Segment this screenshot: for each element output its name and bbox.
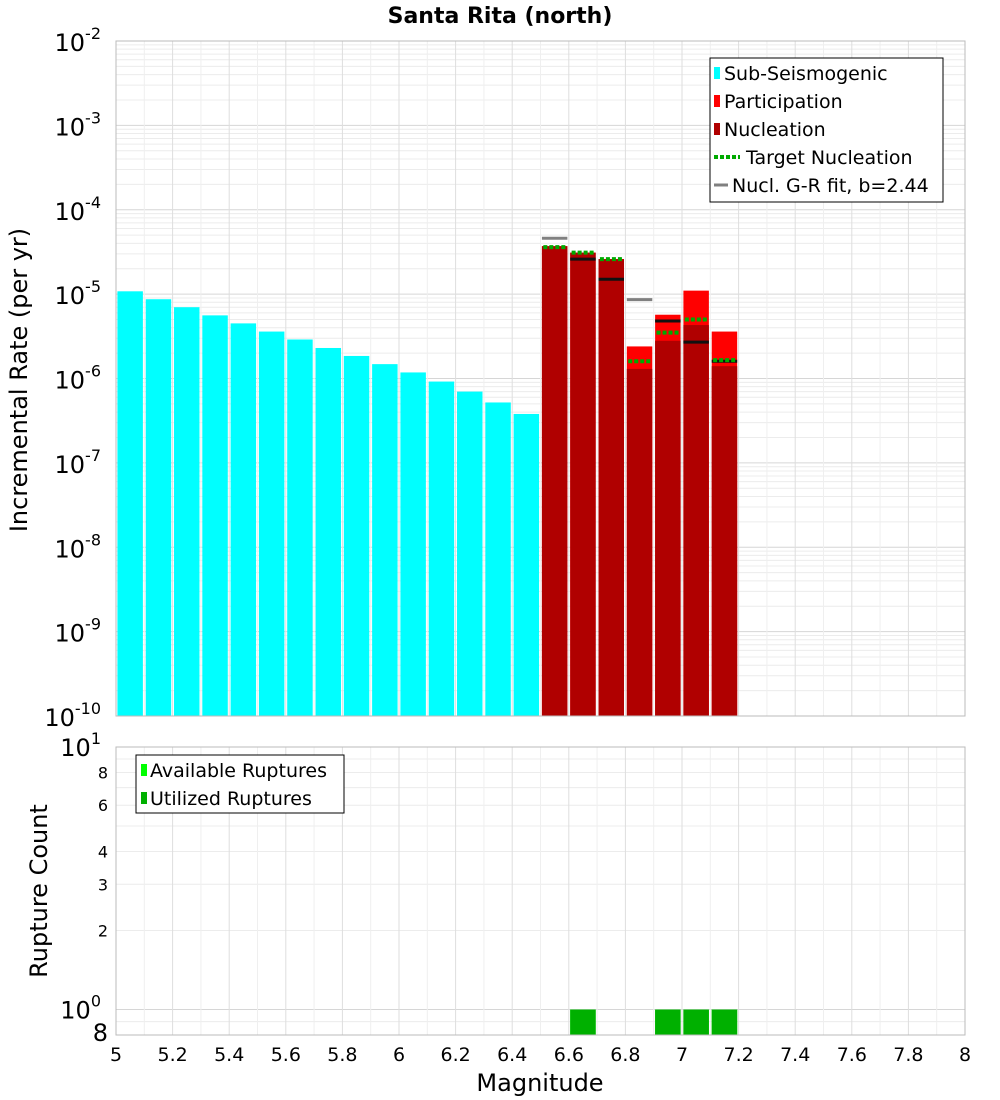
top-y-tick-label: 10-6 — [55, 362, 102, 395]
bar-utilized-ruptures — [570, 1009, 596, 1035]
x-tick-label: 6.4 — [497, 1044, 527, 1066]
bar-sub-seismogenic — [287, 339, 313, 716]
top-legend-box — [709, 57, 944, 203]
legend-label-gr-fit: Nucl. G-R fit, b=2.44 — [732, 175, 929, 197]
bottom-y-tick-label: 8 — [93, 1019, 108, 1047]
bar-nucleation — [541, 246, 568, 716]
legend-swatch-utilized-ruptures — [141, 792, 147, 804]
x-tick-label: 7.8 — [893, 1044, 923, 1066]
x-tick-label: 8 — [959, 1044, 971, 1066]
bottom-plot-frame — [115, 746, 966, 1036]
top-y-tick-label: 10-9 — [55, 615, 102, 648]
x-tick-label: 6 — [393, 1044, 405, 1066]
bar-utilized-ruptures — [711, 1009, 738, 1035]
bar-sub-seismogenic — [174, 307, 200, 716]
bottom-legend-box — [135, 754, 345, 814]
top-y-tick-label: 10-3 — [55, 108, 102, 141]
legend-swatch-sub-seismogenic — [714, 67, 720, 79]
bottom-y-tick-label: 4 — [98, 842, 108, 861]
bar-sub-seismogenic — [343, 355, 370, 716]
bar-nucleation — [711, 366, 738, 716]
bar-sub-seismogenic — [457, 391, 483, 716]
bar-sub-seismogenic — [117, 291, 143, 716]
bar-utilized-ruptures — [683, 1009, 709, 1035]
bottom-y-tick-label: 6 — [98, 796, 108, 815]
x-tick-label: 5.6 — [271, 1044, 301, 1066]
bar-sub-seismogenic — [230, 323, 257, 716]
bottom-legend: Available Ruptures Utilized Ruptures — [135, 754, 345, 814]
bar-sub-seismogenic — [428, 381, 455, 716]
bar-sub-seismogenic — [258, 331, 285, 716]
x-tick-label: 7.6 — [837, 1044, 867, 1066]
legend-label-sub-seismogenic: Sub-Seismogenic — [724, 63, 888, 85]
legend-label-nucleation: Nucleation — [724, 119, 826, 141]
top-plot-frame — [115, 40, 966, 717]
legend-label-utilized-ruptures: Utilized Ruptures — [150, 788, 312, 810]
top-y-ticks: 10-10 10-9 10-8 10-7 10-6 10-5 10-4 10-3 10-2 — [44, 24, 101, 732]
legend-swatch-available-ruptures — [141, 764, 147, 776]
bar-nucleation — [655, 340, 681, 716]
top-y-axis-label: Incremental Rate (per yr) — [5, 228, 33, 532]
bar-sub-seismogenic — [513, 413, 540, 716]
legend-swatch-participation — [714, 95, 720, 107]
bar-sub-seismogenic — [372, 364, 398, 716]
bottom-bars — [570, 1009, 738, 1035]
top-y-tick-label: 10-10 — [44, 699, 101, 732]
x-tick-label: 7.4 — [780, 1044, 810, 1066]
legend-label-available-ruptures: Available Ruptures — [150, 760, 327, 782]
chart-title: Santa Rita (north) — [388, 4, 613, 29]
x-tick-label: 6.2 — [440, 1044, 470, 1066]
legend-swatch-nucleation — [714, 123, 720, 135]
x-tick-label: 5 — [110, 1044, 122, 1066]
bar-sub-seismogenic — [485, 402, 511, 716]
bar-nucleation — [598, 259, 624, 716]
top-legend: Sub-Seismogenic Participation Nucleation… — [709, 57, 944, 203]
top-y-tick-label: 10-8 — [55, 530, 102, 563]
bottom-y-tick-label: 8 — [98, 763, 108, 782]
x-tick-label: 7 — [676, 1044, 688, 1066]
top-markers — [541, 236, 738, 364]
top-y-tick-label: 10-5 — [55, 277, 102, 310]
x-tick-label: 5.4 — [214, 1044, 244, 1066]
legend-label-target-nucleation: Target Nucleation — [745, 147, 913, 169]
x-tick-label: 7.2 — [723, 1044, 753, 1066]
bar-nucleation — [570, 252, 596, 716]
top-bars — [117, 246, 738, 716]
legend-label-participation: Participation — [724, 91, 843, 113]
x-tick-label: 6.6 — [554, 1044, 584, 1066]
bottom-x-axis-label: Magnitude — [476, 1069, 603, 1097]
x-tick-label: 5.8 — [327, 1044, 357, 1066]
bar-sub-seismogenic — [145, 299, 172, 716]
bottom-y-tick-label: 2 — [98, 922, 108, 941]
bar-sub-seismogenic — [400, 372, 426, 716]
bottom-y-decade-label: 100 — [60, 992, 101, 1025]
bottom-x-ticks: 5 5.2 5.4 5.6 5.8 6 6.2 6.4 6.6 6.8 7 7.2 7.4 7.6 7.8 8 — [110, 1044, 971, 1066]
bar-nucleation — [626, 368, 653, 716]
bar-nucleation — [683, 325, 709, 716]
x-tick-label: 5.2 — [157, 1044, 187, 1066]
bar-sub-seismogenic — [315, 347, 341, 716]
top-y-tick-label: 10-2 — [55, 24, 102, 57]
bottom-y-decade-label: 101 — [60, 729, 101, 762]
top-y-tick-label: 10-4 — [55, 193, 102, 226]
bottom-y-axis-label: Rupture Count — [25, 804, 53, 978]
bar-sub-seismogenic — [202, 315, 228, 716]
x-tick-label: 6.8 — [610, 1044, 640, 1066]
bottom-y-tick-label: 3 — [98, 875, 108, 894]
top-y-tick-label: 10-7 — [55, 446, 102, 479]
bar-utilized-ruptures — [655, 1009, 681, 1035]
